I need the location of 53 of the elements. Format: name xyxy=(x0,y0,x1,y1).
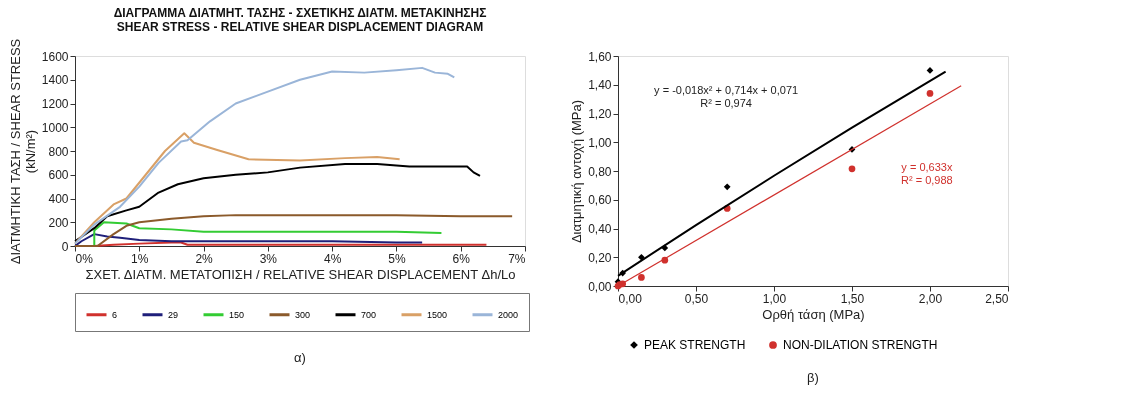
x-tick-label: 4% xyxy=(323,251,342,266)
y-tick-label: 1200 xyxy=(41,97,69,111)
legend-label: 29 xyxy=(168,309,179,320)
y-tick-label: 0,00 xyxy=(588,279,612,294)
y-tick-label: 0,60 xyxy=(588,193,612,208)
text: α) xyxy=(294,350,306,365)
x-tick-label: 3% xyxy=(259,251,278,266)
chart-subtitle: SHEAR STRESS - RELATIVE SHEAR DISPLACEMENT DIAGRAM xyxy=(116,20,484,35)
y-tick-label: 1600 xyxy=(41,49,69,64)
x-tick-label: 2% xyxy=(195,251,214,266)
y-tick-label: 1,60 xyxy=(588,49,612,64)
x-tick-label: 2,50 xyxy=(985,291,1009,306)
legend-label: 1500 xyxy=(427,309,448,320)
x-tick-label: 1,00 xyxy=(762,291,787,306)
x-tick-label: 6% xyxy=(452,251,471,266)
legend-label: NON-DILATION STRENGTH xyxy=(783,338,938,352)
y-tick-label: 1,20 xyxy=(588,107,612,121)
x-tick-label: 0% xyxy=(75,251,94,266)
y-tick-label: 0,80 xyxy=(588,164,612,179)
annotation: y = 0,633x xyxy=(901,160,953,173)
y-tick-label: 1000 xyxy=(41,120,69,135)
annotation: y = -0,018x² + 0,714x + 0,071 xyxy=(654,84,799,97)
annotation: R² = 0,988 xyxy=(901,173,953,186)
y-tick-label: 0,20 xyxy=(588,250,612,265)
legend-label: 700 xyxy=(361,309,377,320)
y-tick-label: 1,00 xyxy=(588,135,612,150)
x-axis-title: ΣΧΕΤ. ΔΙΑΤΜ. ΜΕΤΑΤΟΠΙΣΗ / RELATIVE SHEAR DISPLACEMENT Δh/Lo xyxy=(85,266,516,282)
y-axis-title: ΔΙΑΤΜΗΤΙΚΗ ΤΑΣΗ / SHEAR STRESS (kN/m²) xyxy=(7,38,38,265)
y-tick-label: 1400 xyxy=(41,73,69,88)
y-tick-label: 0,40 xyxy=(588,222,612,236)
x-axis-title: Ορθή τάση (MPa) xyxy=(762,306,865,322)
y-tick-label: 400 xyxy=(48,192,69,206)
legend-label: 300 xyxy=(295,309,311,320)
x-tick-label: 0,00 xyxy=(618,291,643,306)
y-tick-label: 1,40 xyxy=(588,78,612,93)
legend-label: PEAK STRENGTH xyxy=(644,338,746,352)
x-tick-label: 5% xyxy=(388,251,406,266)
y-tick-label: 200 xyxy=(48,215,69,230)
text: β) xyxy=(807,370,819,385)
x-tick-label: 1,50 xyxy=(840,291,865,306)
legend-label: 150 xyxy=(229,309,245,320)
x-tick-label: 1% xyxy=(131,251,149,266)
x-tick-label: 7% xyxy=(508,251,526,266)
y-tick-label: 800 xyxy=(48,144,69,159)
legend-label: 2000 xyxy=(498,309,519,320)
y-tick-label: 600 xyxy=(48,168,69,183)
legend-label: 6 xyxy=(112,309,118,320)
chart-title: ΔΙΑΓΡΑΜΜΑ ΔΙΑΤΜΗΤ. ΤΑΣΗΣ - ΣΧΕΤΙΚΗΣ ΔΙΑΤΜ. ΜΕΤΑΚΙΝΗΣΗΣ xyxy=(113,6,487,21)
annotation: R² = 0,974 xyxy=(700,97,752,110)
y-tick-label: 0 xyxy=(61,239,69,254)
x-tick-label: 0,50 xyxy=(684,291,709,306)
y-axis-title: Διατμητική αντοχή (MPa) xyxy=(569,99,585,244)
x-tick-label: 2,00 xyxy=(918,291,943,306)
